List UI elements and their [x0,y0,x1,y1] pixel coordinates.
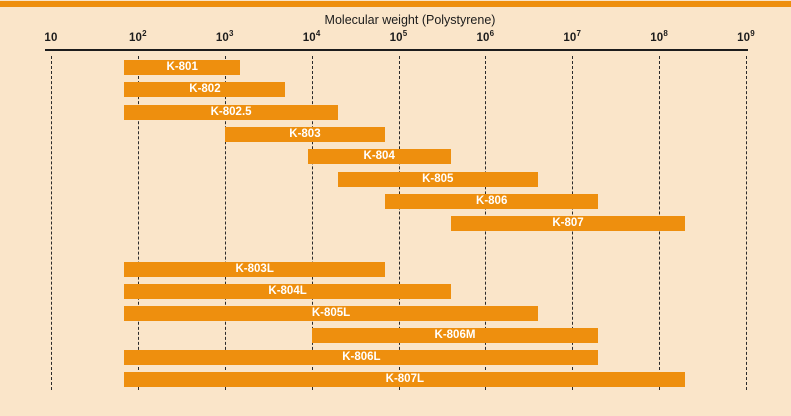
bar-label: K-803L [235,263,274,275]
x-tick-label-10e7: 107 [563,29,582,44]
bar-k-803l: K-803L [124,262,385,277]
bar-label: K-804 [363,150,395,163]
x-tick-exponent: 9 [750,29,755,39]
x-tick-label-10e4: 104 [302,29,321,44]
x-tick-exponent: 5 [402,29,408,39]
gridline-10e5 [398,56,400,390]
x-tick-exponent: 4 [315,29,321,39]
gridline-10e3 [224,56,226,390]
x-tick-exponent: 7 [576,29,582,39]
bar-k-807l: K-807L [124,372,686,387]
gridline-10e1 [51,56,52,390]
bar-label: K-802 [189,83,221,96]
bar-label: K-807 [552,217,584,230]
x-tick-exponent: 6 [489,29,495,39]
x-tick-label-10e1: 10 [44,32,58,44]
x-axis-line [45,49,748,51]
x-tick-label-10e2: 102 [128,29,147,44]
bar-k-804l: K-804L [124,284,451,299]
bar-label: K-804L [268,285,307,297]
bar-k-802.5: K-802.5 [124,104,338,120]
bar-k-804: K-804 [307,149,451,165]
bar-k-806l: K-806L [124,350,599,365]
gridline-10e4 [311,56,313,390]
x-tick-label-10e3: 103 [215,29,234,44]
bar-k-803: K-803 [224,126,386,142]
x-tick-label-10e6: 106 [476,29,495,44]
x-tick-exponent: 8 [663,29,669,39]
bar-k-801: K-801 [124,60,240,75]
bar-k-806m: K-806M [311,328,599,343]
bar-k-805l: K-805L [124,306,538,321]
bar-label: K-806M [434,329,476,341]
bar-label: K-802.5 [210,105,252,118]
bar-label: K-803 [289,127,321,140]
x-tick-label-10e9: 109 [737,29,755,44]
bar-k-807: K-807 [450,216,686,232]
gridline-10e9 [746,56,747,390]
x-tick-exponent: 3 [229,29,234,39]
chart-title: Molecular weight (Polystyrene) [324,13,496,27]
bar-label: K-807L [385,373,425,385]
bar-label: K-801 [166,61,198,73]
x-tick-label-10e5: 105 [389,29,408,44]
accent-strip-top [0,1,791,7]
bar-k-805: K-805 [337,171,538,187]
bar-k-802: K-802 [124,82,286,98]
gridline-10e2 [137,56,139,390]
bar-label: K-806 [476,194,508,207]
bar-k-806: K-806 [385,193,599,209]
bar-label: K-806L [342,351,381,363]
bar-label: K-805L [311,307,351,319]
x-tick-exponent: 2 [142,29,147,39]
bar-label: K-805 [422,172,454,185]
x-tick-label-10e8: 108 [650,29,669,44]
